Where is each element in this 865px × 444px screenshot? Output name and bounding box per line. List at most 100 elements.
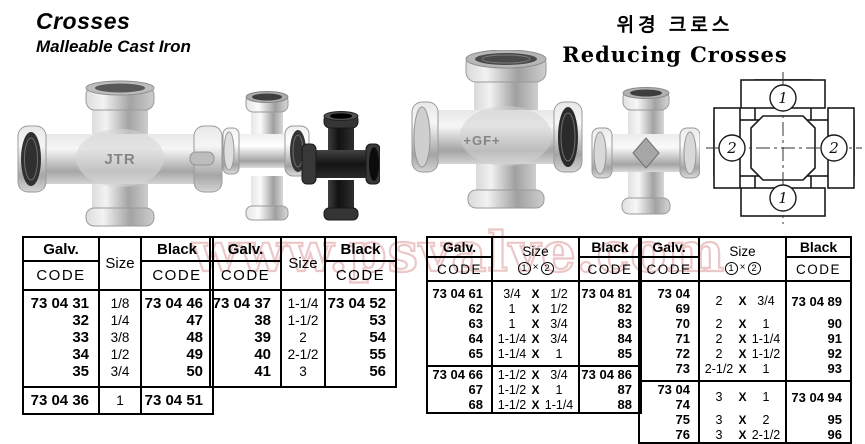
black-code-cell: 91 <box>785 331 852 346</box>
table-row: 34 1/2 49 <box>22 346 214 363</box>
table-row: 38 1-1/2 53 <box>209 312 397 329</box>
size-cell: 3/8 <box>98 329 142 346</box>
size-cell: 2 X 1-1/4 <box>698 331 787 346</box>
circled-2-icon: 2 <box>747 261 761 275</box>
black-code-cell: 73 04 81 <box>578 281 642 301</box>
diagram-end2-right-label: 2 <box>828 139 839 157</box>
col-header-black: Black <box>785 237 852 258</box>
product-photo-reducing-cross-gf: +GF+ <box>410 50 586 232</box>
page-subtitle: Malleable Cast Iron <box>36 37 191 56</box>
circled-1-icon: 1 <box>724 261 738 275</box>
col-header-galv-code: CODE <box>426 257 493 282</box>
galv-code-cell: 65 <box>426 346 493 366</box>
table-row: 76 3 X 2-1/2 96 <box>638 427 852 443</box>
size-cell: 1/8 <box>98 290 142 312</box>
black-code-cell: 93 <box>785 361 852 381</box>
table-row: 32 1/4 47 <box>22 312 214 329</box>
size-spec-label: 1 × 2 <box>700 261 785 275</box>
galv-code-cell: 75 <box>638 412 700 427</box>
galv-code-cell: 38 <box>209 312 282 329</box>
table-row: 39 2 54 <box>209 329 397 346</box>
col-header-black-code: CODE <box>785 257 852 282</box>
size-cell: 2 <box>280 329 326 346</box>
col-header-black: Black <box>324 237 397 262</box>
black-code-cell: 95 <box>785 412 852 427</box>
size-cell: 1 X 1/2 <box>491 301 580 316</box>
table-row: 75 3 X 2 95 <box>638 412 852 427</box>
black-code-cell: 96 <box>785 427 852 443</box>
page-title-right: 위경 크로스 Reducing Crosses <box>540 10 810 67</box>
galv-code-cell: 39 <box>209 329 282 346</box>
black-code-cell: 87 <box>578 382 642 397</box>
size-cell: 1-1/2 <box>280 312 326 329</box>
cross-fitting-black-icon <box>301 111 380 221</box>
col-header-black: Black <box>578 237 642 258</box>
table-row: 40 2-1/2 55 <box>209 346 397 363</box>
black-code-cell: 73 04 86 <box>578 365 642 382</box>
reducing-cross-galvanized-large-icon: +GF+ <box>411 50 583 209</box>
black-code-cell: 90 <box>785 316 852 331</box>
diamond-brand-mark <box>632 137 660 169</box>
galv-code-cell: 73 04 69 <box>638 281 700 316</box>
black-code-cell: 73 04 89 <box>785 281 852 316</box>
size-cell: 1-1/4 X 3/4 <box>491 331 580 346</box>
diagram-end2-left-label: 2 <box>726 139 737 157</box>
table-row: 73 04 36 1 73 04 51 <box>22 386 214 414</box>
galv-code-cell: 73 04 37 <box>209 290 282 312</box>
galv-code-cell: 73 04 61 <box>426 281 493 301</box>
galv-code-cell: 72 <box>638 346 700 361</box>
spec-table-reducing-crosses-2: Galv. Size 1 × 2 Black CODE CODE 73 04 69 2… <box>638 236 852 444</box>
diagram-end1-bottom-label: 1 <box>778 189 788 207</box>
page-title: Crosses <box>36 8 131 34</box>
spec-table-crosses-large-sizes: Galv. Size Black CODE CODE 73 04 37 1-1/4… <box>209 236 397 388</box>
table-row: 72 2 X 1-1/2 92 <box>638 346 852 361</box>
galv-code-cell: 35 <box>22 363 100 387</box>
page-title-english: Reducing Crosses <box>562 42 788 67</box>
black-code-cell: 73 04 94 <box>785 380 852 412</box>
galv-code-cell: 40 <box>209 346 282 363</box>
black-code-cell: 84 <box>578 331 642 346</box>
col-header-galv-code: CODE <box>22 261 100 291</box>
galv-code-cell: 33 <box>22 329 100 346</box>
size-label: Size <box>522 243 549 259</box>
table-row: 71 2 X 1-1/4 91 <box>638 331 852 346</box>
col-header-galv-code: CODE <box>638 257 700 282</box>
col-header-black-code: CODE <box>140 261 214 291</box>
table-row: 73 04 69 2 X 3/4 73 04 89 <box>638 281 852 316</box>
table-row: 73 04 74 3 X 1 73 04 94 <box>638 380 852 412</box>
circled-1-icon: 1 <box>517 261 531 275</box>
black-code-cell: 92 <box>785 346 852 361</box>
galv-code-cell: 32 <box>22 312 100 329</box>
jtr-brand-mark: JTR <box>104 151 135 168</box>
size-cell: 1-1/2 X 1-1/4 <box>491 397 580 413</box>
table-row: 35 3/4 50 <box>22 363 214 387</box>
black-code-cell: 88 <box>578 397 642 413</box>
galv-code-cell: 41 <box>209 363 282 387</box>
black-code-cell: 73 04 46 <box>140 290 214 312</box>
table-row: 41 3 56 <box>209 363 397 387</box>
size-cell: 3/4 <box>98 363 142 387</box>
size-cell: 3 X 2-1/2 <box>698 427 787 443</box>
galv-code-cell: 67 <box>426 382 493 397</box>
black-code-cell: 56 <box>324 363 397 387</box>
product-photo-cross-jtr: JTR <box>14 80 226 232</box>
col-header-black-code: CODE <box>324 261 397 291</box>
spec-table-crosses-small-sizes: Galv. Size Black CODE CODE 73 04 31 1/8 73… <box>22 236 214 415</box>
galv-code-cell: 63 <box>426 316 493 331</box>
page-title-left: Crosses Malleable Cast Iron <box>36 8 191 57</box>
size-cell: 1 <box>98 386 142 414</box>
table-row: 73 04 66 1-1/2 X 3/4 73 04 86 <box>426 365 642 382</box>
size-cell: 2-1/2 <box>280 346 326 363</box>
spec-table-reducing-crosses-1: Galv. Size 1 × 2 Black CODE CODE 73 04 61 3… <box>426 236 642 414</box>
table-row: 73 2-1/2 X 1 93 <box>638 361 852 381</box>
reducing-cross-galvanized-small-icon <box>591 87 700 215</box>
galv-code-cell: 76 <box>638 427 700 443</box>
page-title-korean: 위경 크로스 <box>616 15 734 36</box>
table-row: 62 1 X 1/2 82 <box>426 301 642 316</box>
black-code-cell: 54 <box>324 329 397 346</box>
galv-code-cell: 62 <box>426 301 493 316</box>
size-cell: 2 X 1-1/2 <box>698 346 787 361</box>
